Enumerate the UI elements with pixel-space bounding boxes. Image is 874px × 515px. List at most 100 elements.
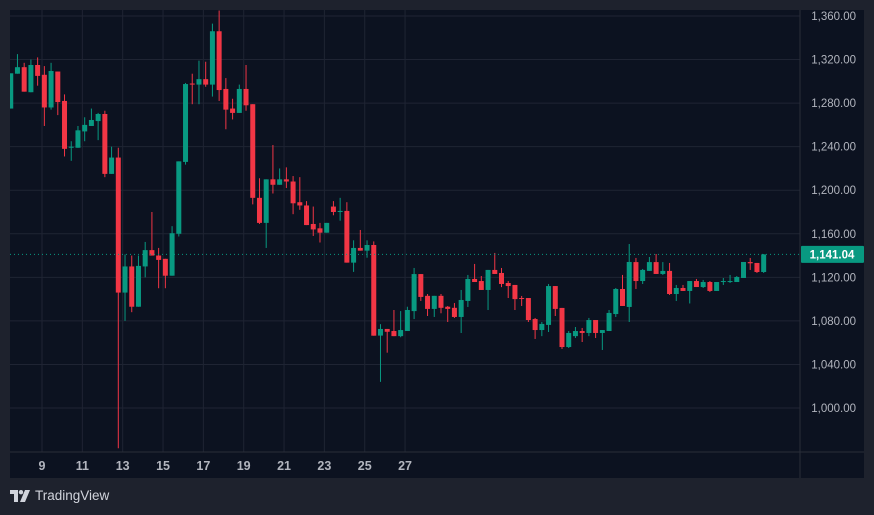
candle-up[interactable]	[209, 23, 215, 97]
candle-down[interactable]	[498, 267, 504, 288]
candle-down[interactable]	[667, 262, 673, 295]
candle-down[interactable]	[512, 284, 518, 310]
candle-down[interactable]	[162, 258, 168, 289]
candle-down[interactable]	[451, 303, 457, 318]
candle-up[interactable]	[236, 84, 242, 113]
candle-down[interactable]	[384, 328, 390, 353]
candle-down[interactable]	[438, 293, 444, 314]
candle-up[interactable]	[720, 277, 726, 285]
candle-down[interactable]	[552, 286, 558, 316]
candle-down[interactable]	[680, 284, 686, 291]
candle-down[interactable]	[297, 177, 303, 210]
candle-down[interactable]	[62, 94, 68, 157]
candle-down[interactable]	[223, 78, 229, 130]
candle-up[interactable]	[599, 330, 605, 350]
candle-down[interactable]	[304, 201, 310, 226]
candle-down[interactable]	[330, 201, 336, 216]
candle-down[interactable]	[149, 212, 155, 256]
candle-up[interactable]	[75, 125, 81, 148]
candle-down[interactable]	[693, 278, 699, 288]
candle-down[interactable]	[203, 61, 209, 87]
candle-up[interactable]	[700, 279, 706, 289]
candle-down[interactable]	[579, 327, 585, 343]
candle-down[interactable]	[35, 57, 41, 86]
candle-up[interactable]	[398, 311, 404, 338]
candle-down[interactable]	[391, 310, 397, 337]
chart-panel[interactable]: 1,000.00 1,040.00 1,080.00 1,120.00 1,160.00…	[10, 10, 864, 478]
candle-up[interactable]	[485, 269, 491, 310]
candle-up[interactable]	[566, 331, 572, 349]
candle-down[interactable]	[747, 257, 753, 270]
candle-up[interactable]	[82, 117, 88, 142]
candle-up[interactable]	[169, 226, 175, 276]
candle-up[interactable]	[626, 244, 632, 322]
candle-down[interactable]	[619, 274, 625, 306]
candle-down[interactable]	[216, 10, 222, 101]
time-axis[interactable]: 9 11 13 15 17 19 21 23 25 27	[39, 459, 413, 473]
candle-down[interactable]	[593, 320, 599, 338]
candle-up[interactable]	[337, 197, 343, 221]
tradingview-logo[interactable]: TradingView	[10, 488, 109, 503]
candle-down[interactable]	[425, 293, 431, 316]
candle-down[interactable]	[357, 229, 363, 251]
candle-down[interactable]	[189, 73, 195, 105]
candle-down[interactable]	[243, 65, 249, 111]
candle-down[interactable]	[344, 202, 350, 263]
candle-down[interactable]	[532, 317, 538, 339]
candle-up[interactable]	[135, 255, 141, 307]
candle-down[interactable]	[707, 281, 713, 293]
candle-down[interactable]	[633, 257, 639, 289]
candle-up[interactable]	[646, 256, 652, 271]
price-axis[interactable]: 1,000.00 1,040.00 1,080.00 1,120.00 1,160.00…	[811, 11, 856, 415]
candle-up[interactable]	[714, 282, 720, 291]
candle-up[interactable]	[183, 82, 189, 165]
candle-down[interactable]	[559, 307, 565, 349]
candle-down[interactable]	[290, 176, 296, 215]
candle-up[interactable]	[176, 161, 182, 237]
candle-up[interactable]	[324, 222, 330, 233]
candle-up[interactable]	[411, 267, 417, 320]
candle-up[interactable]	[458, 289, 464, 333]
candle-down[interactable]	[492, 252, 498, 274]
candle-up[interactable]	[14, 54, 20, 74]
candle-down[interactable]	[754, 262, 760, 273]
candle-down[interactable]	[55, 71, 61, 116]
candle-down[interactable]	[250, 104, 256, 205]
candle-down[interactable]	[317, 222, 323, 243]
candle-down[interactable]	[519, 295, 525, 306]
candle-up[interactable]	[761, 254, 767, 273]
candle-down[interactable]	[505, 281, 511, 299]
candle-up[interactable]	[539, 321, 545, 337]
candle-up[interactable]	[109, 146, 115, 174]
candle-down[interactable]	[478, 276, 484, 290]
candle-up[interactable]	[351, 240, 357, 272]
candle-up[interactable]	[431, 295, 437, 317]
candle-up[interactable]	[377, 324, 383, 382]
candle-up[interactable]	[122, 254, 128, 321]
candle-up[interactable]	[734, 276, 740, 283]
candle-up[interactable]	[95, 112, 101, 141]
candle-up[interactable]	[68, 141, 74, 161]
candle-down[interactable]	[115, 147, 121, 449]
candle-up[interactable]	[640, 268, 646, 284]
candle-down[interactable]	[41, 66, 47, 126]
candle-down[interactable]	[445, 305, 451, 322]
candle-down[interactable]	[472, 263, 478, 283]
candle-down[interactable]	[653, 254, 659, 274]
candle-down[interactable]	[102, 110, 108, 178]
candle-up[interactable]	[660, 262, 666, 275]
candle-up[interactable]	[142, 241, 148, 278]
candle-up[interactable]	[606, 310, 612, 332]
candle-down[interactable]	[256, 178, 262, 224]
candle-down[interactable]	[21, 62, 27, 92]
candle-up[interactable]	[10, 73, 14, 109]
candle-up[interactable]	[404, 306, 410, 332]
candle-up[interactable]	[28, 59, 34, 93]
candle-down[interactable]	[129, 255, 135, 313]
candle-down[interactable]	[230, 98, 236, 120]
candle-up[interactable]	[277, 168, 283, 185]
candle-down[interactable]	[310, 206, 316, 236]
candle-up[interactable]	[727, 274, 733, 283]
candle-up[interactable]	[263, 179, 269, 248]
candle-up[interactable]	[465, 274, 471, 307]
